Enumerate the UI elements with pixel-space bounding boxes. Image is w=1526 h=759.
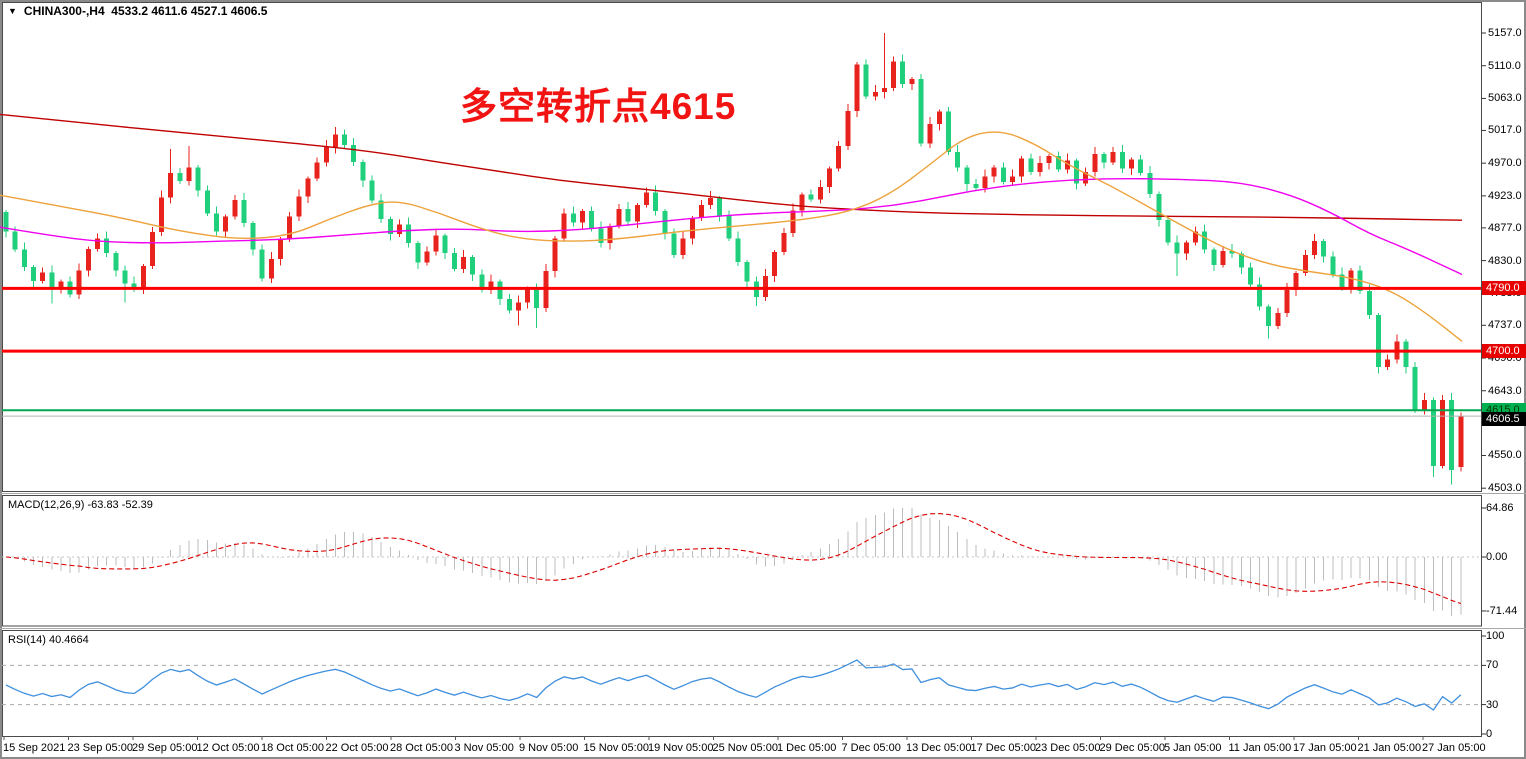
rsi-indicator-label: RSI(14) 40.4664 — [8, 634, 89, 646]
price-axis-label: 4970.0 — [1488, 157, 1522, 170]
time-axis-label: 15 Sep 2021 — [3, 742, 66, 754]
price-axis-label: 4830.0 — [1488, 254, 1522, 267]
symbol-period-label: CHINA300-,H4 — [23, 4, 105, 18]
time-axis-label: 11 Jan 05:00 — [1228, 742, 1292, 754]
time-axis-label: 1 Dec 05:00 — [777, 742, 837, 754]
time-axis-label: 13 Dec 05:00 — [906, 742, 972, 754]
time-axis-label: 18 Oct 05:00 — [261, 742, 324, 754]
time-axis-label: 29 Sep 05:00 — [132, 742, 198, 754]
time-axis-label: 28 Oct 05:00 — [390, 742, 453, 754]
time-axis-label: 29 Dec 05:00 — [1099, 742, 1165, 754]
time-axis-label: 23 Sep 05:00 — [67, 742, 133, 754]
time-axis-label: 15 Nov 05:00 — [583, 742, 649, 754]
rsi-axis-label: 0 — [1486, 728, 1493, 740]
price-axis-label: 5110.0 — [1488, 59, 1521, 72]
time-axis-label: 9 Nov 05:00 — [519, 742, 579, 754]
rsi-axis-label: 70 — [1486, 659, 1499, 672]
level-badge-4606.5: 4606.5 — [1482, 412, 1526, 427]
time-axis-label: 17 Dec 05:00 — [970, 742, 1036, 754]
macd-axis-label: 64.86 — [1486, 502, 1514, 514]
price-axis-label: 4877.0 — [1488, 221, 1522, 234]
time-axis-label: 3 Nov 05:00 — [454, 742, 514, 754]
macd-axis-label: -71.44 — [1486, 604, 1518, 617]
time-axis-label: 19 Nov 05:00 — [648, 742, 714, 754]
chart-annotation-text[interactable]: 多空转折点4615 — [460, 86, 737, 127]
time-axis-label: 5 Jan 05:00 — [1164, 742, 1222, 754]
time-axis-label: 12 Oct 05:00 — [196, 742, 260, 754]
price-axis-label: 5063.0 — [1488, 92, 1522, 105]
time-axis-label: 27 Jan 05:00 — [1422, 742, 1486, 754]
rsi-axis-label: 30 — [1486, 698, 1499, 711]
macd-indicator-label: MACD(12,26,9) -63.83 -52.39 — [8, 499, 153, 511]
price-axis-label: 4643.0 — [1488, 384, 1522, 397]
time-axis-label: 17 Jan 05:00 — [1293, 742, 1357, 754]
level-badge-4700.0[interactable]: 4700.0 — [1482, 344, 1526, 359]
time-axis-label: 22 Oct 05:00 — [325, 742, 389, 754]
price-axis-label: 5157.0 — [1488, 27, 1522, 39]
price-axis-label: 4503.0 — [1488, 482, 1522, 495]
time-axis-label: 25 Nov 05:00 — [712, 742, 778, 754]
time-axis-label: 21 Jan 05:00 — [1357, 742, 1422, 754]
price-axis-label: 5017.0 — [1488, 124, 1522, 137]
price-axis-label: 4923.0 — [1488, 189, 1522, 202]
price-axis-label: 4550.0 — [1488, 449, 1522, 462]
price-axis-label: 4737.0 — [1488, 319, 1522, 332]
time-axis-label: 7 Dec 05:00 — [841, 742, 901, 754]
ohlc-readout: 4533.2 4611.6 4527.1 4606.5 — [111, 4, 268, 18]
macd-axis-label: 0.00 — [1486, 551, 1508, 563]
chart-title: ▼ CHINA300-,H4 4533.2 4611.6 4527.1 4606.… — [8, 4, 267, 18]
time-axis-label: 23 Dec 05:00 — [1035, 742, 1101, 754]
one-click-trading-arrow[interactable]: ▼ — [8, 6, 17, 16]
level-badge-4790.0[interactable]: 4790.0 — [1482, 281, 1526, 296]
rsi-axis-label: 100 — [1486, 630, 1505, 642]
